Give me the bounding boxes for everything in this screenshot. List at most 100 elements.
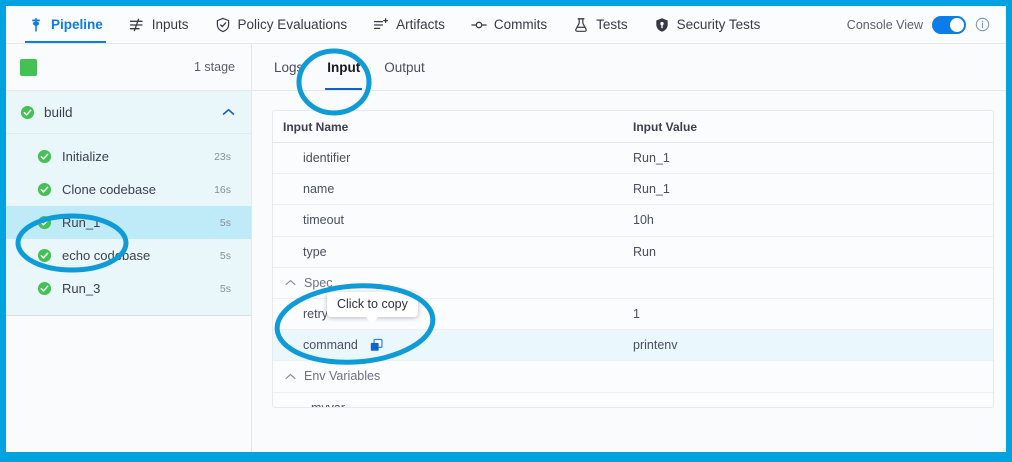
step-duration: 5s	[219, 282, 231, 295]
step-list: Initialize 23s Clone codebase 16s	[6, 134, 251, 316]
nav-item-tests[interactable]: Tests	[573, 6, 628, 43]
toggle-knob	[950, 17, 964, 32]
shield-icon	[655, 17, 668, 32]
nav-item-label: Tests	[596, 16, 628, 32]
nav-items: Pipeline Inputs	[6, 6, 760, 43]
cell-input-value: 10h	[633, 213, 654, 228]
tab-input[interactable]: Input	[325, 44, 363, 90]
tab-label: Input	[327, 59, 361, 75]
group-label: Spec	[304, 275, 333, 290]
success-check-icon	[37, 281, 52, 296]
cell-input-value: Run	[633, 244, 656, 259]
pipeline-sidebar: 1 stage build	[6, 44, 252, 452]
group-label: Env Variables	[304, 369, 381, 384]
success-check-icon	[37, 149, 52, 164]
commits-icon	[471, 21, 487, 28]
cell-input-name-command: command	[273, 338, 633, 353]
step-row[interactable]: echo codebase 5s	[6, 239, 251, 272]
console-view-toggle[interactable]	[932, 15, 966, 34]
success-check-icon	[37, 215, 52, 230]
step-duration: 23s	[214, 150, 231, 163]
table-row[interactable]: type Run	[273, 237, 993, 268]
step-row[interactable]: Clone codebase 16s	[6, 173, 251, 206]
cell-label: command	[303, 338, 358, 353]
table-row[interactable]: myvar	[273, 393, 993, 408]
stage-group-label: build	[44, 104, 73, 120]
step-duration: 5s	[219, 249, 231, 262]
table-row[interactable]: name Run_1	[273, 174, 993, 206]
table-row[interactable]: identifier Run_1	[273, 143, 993, 175]
main-panel: Logs Input Output Input Name Input Value…	[252, 44, 1006, 452]
shield-check-icon	[216, 17, 229, 32]
cell-group-name: Env Variables	[273, 369, 633, 383]
info-icon[interactable]	[975, 17, 990, 32]
top-navigation-bar: Pipeline Inputs	[6, 6, 1006, 44]
step-label: Run_1	[62, 215, 101, 230]
copy-icon[interactable]	[369, 338, 384, 353]
column-header-input-value: Input Value	[633, 119, 698, 134]
nav-item-label: Policy Evaluations	[237, 16, 348, 32]
artifacts-icon	[374, 17, 389, 29]
chevron-up-icon[interactable]	[285, 279, 296, 286]
nav-item-security-tests[interactable]: Security Tests	[654, 6, 761, 43]
nav-item-commits[interactable]: Commits	[471, 6, 547, 43]
tab-output[interactable]: Output	[384, 44, 425, 90]
table-header-row: Input Name Input Value	[273, 111, 993, 143]
cell-group-name: Spec	[273, 276, 633, 290]
table-row[interactable]: timeout 10h	[273, 205, 993, 237]
cell-input-value: Run_1	[633, 182, 670, 197]
table-group-row-env-variables[interactable]: Env Variables	[273, 361, 993, 393]
input-table-card: Input Name Input Value identifier Run_1 …	[272, 110, 994, 408]
flask-icon	[575, 17, 587, 32]
cell-input-name: timeout	[303, 213, 344, 228]
success-check-icon	[20, 105, 35, 119]
cell-input-name: type	[303, 244, 327, 259]
step-row[interactable]: Run_3 5s	[6, 272, 251, 305]
nav-item-inputs[interactable]: Inputs	[129, 6, 189, 43]
app-window: Pipeline Inputs	[6, 6, 1006, 452]
inputs-icon	[129, 18, 143, 31]
step-label: echo codebase	[62, 248, 151, 263]
cell-input-value: 1	[633, 307, 640, 322]
tooltip-text: Click to copy	[337, 297, 408, 311]
cell-input-value: printenv	[633, 338, 678, 353]
pipeline-icon	[32, 17, 40, 31]
step-duration: 16s	[214, 183, 231, 196]
console-view-control: Console View	[847, 6, 990, 43]
nav-item-label: Commits	[493, 16, 548, 32]
nav-item-label: Pipeline	[51, 16, 103, 32]
nav-item-pipeline[interactable]: Pipeline	[25, 6, 106, 43]
stage-count-label: 1 stage	[193, 60, 235, 74]
step-duration: 5s	[219, 216, 231, 229]
console-view-label: Console View	[846, 17, 923, 32]
click-to-copy-tooltip: Click to copy	[327, 292, 418, 324]
success-check-icon	[37, 182, 52, 197]
success-check-icon	[37, 248, 52, 263]
nav-item-policy-evaluations[interactable]: Policy Evaluations	[215, 6, 348, 43]
step-label: Clone codebase	[62, 182, 156, 197]
detail-tabs: Logs Input Output	[252, 44, 1006, 91]
column-header-input-name: Input Name	[283, 119, 349, 134]
nav-item-label: Inputs	[151, 16, 189, 32]
nav-item-label: Security Tests	[676, 16, 761, 32]
step-row[interactable]: Initialize 23s	[6, 140, 251, 173]
tab-label: Logs	[274, 59, 304, 75]
tab-logs[interactable]: Logs	[274, 44, 303, 90]
chevron-up-icon[interactable]	[222, 108, 235, 116]
nav-item-label: Artifacts	[396, 16, 445, 32]
cell-input-name: myvar	[311, 400, 346, 408]
stage-list: build Initialize 23s	[6, 91, 251, 316]
stage-status-indicator	[20, 58, 37, 76]
stage-group-build[interactable]: build	[6, 91, 251, 134]
cell-input-name: identifier	[303, 151, 351, 166]
cell-input-name: name	[303, 182, 335, 197]
table-row-command[interactable]: command printenv	[273, 330, 993, 362]
stage-summary-header: 1 stage	[6, 44, 251, 91]
step-label: Run_3	[62, 281, 101, 296]
step-label: Initialize	[62, 149, 109, 164]
nav-item-artifacts[interactable]: Artifacts	[373, 6, 445, 43]
chevron-up-icon[interactable]	[285, 373, 296, 380]
tab-label: Output	[384, 59, 425, 75]
step-row-run1-selected[interactable]: Run_1 5s	[6, 206, 251, 239]
cell-input-value: Run_1	[633, 151, 670, 166]
